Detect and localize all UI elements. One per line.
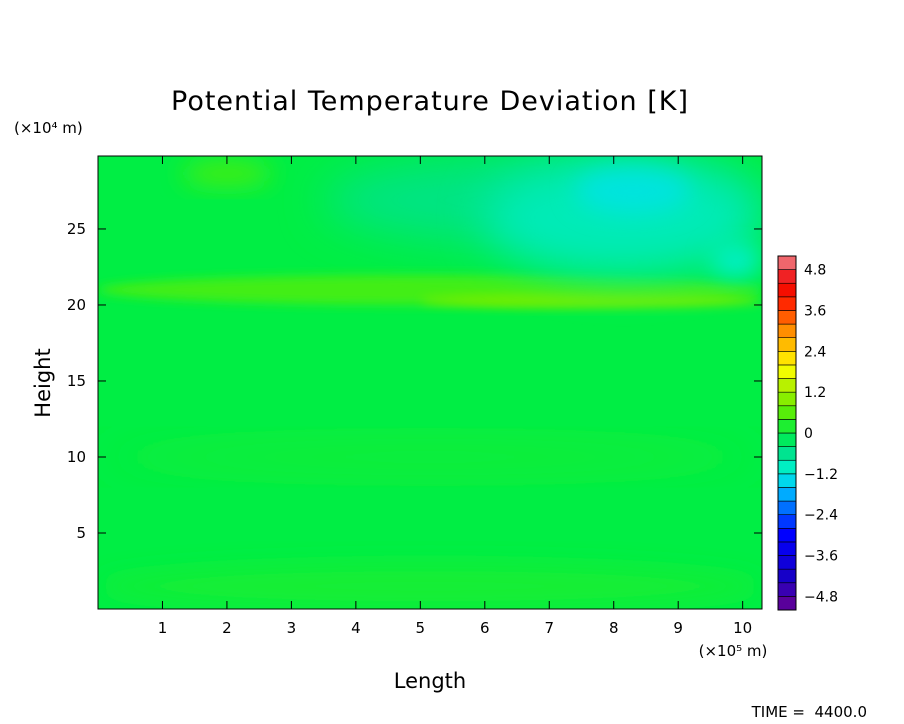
x-tick-label: 9 (673, 619, 683, 637)
y-axis-label: Height (31, 348, 55, 417)
x-tick-label: 1 (158, 619, 168, 637)
colorbar-swatch (777, 555, 797, 570)
colorbar-swatch (777, 323, 797, 338)
colorbar-label: −1.2 (804, 467, 838, 483)
colorbar-swatch (777, 269, 797, 284)
y-tick-label: 15 (67, 372, 86, 390)
heatmap-region (710, 244, 762, 278)
x-unit-label: (×10⁵ m) (699, 642, 768, 660)
colorbar-swatch (777, 378, 797, 393)
heatmap-region (98, 441, 762, 473)
colorbar-swatch (777, 432, 797, 447)
colorbar-label: −2.4 (804, 508, 838, 524)
colorbar-swatch (777, 405, 797, 420)
colorbar-swatch (777, 391, 797, 407)
colorbar-swatch (777, 500, 797, 515)
y-tick-label: 20 (67, 296, 86, 314)
colorbar-swatch (777, 310, 797, 325)
colorbar-label: −4.8 (804, 589, 838, 605)
colorbar-swatch (777, 487, 797, 502)
x-axis: 1 2 3 4 5 6 7 8 9 10 (158, 156, 752, 637)
plot-frame (97, 155, 763, 610)
time-label: TIME = 4400.0 (751, 703, 867, 721)
x-tick-label: 2 (222, 619, 232, 637)
colorbar-swatch (777, 514, 797, 529)
colorbar-swatch (777, 473, 797, 488)
x-tick-label: 4 (351, 619, 361, 637)
heatmap (98, 156, 762, 609)
y-tick-label: 5 (76, 524, 86, 542)
colorbar-label: 1.2 (804, 385, 826, 401)
x-tick-label: 8 (609, 619, 619, 637)
colorbar-label: −3.6 (804, 549, 838, 565)
colorbar-swatch (777, 419, 797, 434)
chart-title: Potential Temperature Deviation [K] (171, 86, 689, 117)
colorbar-swatch (777, 282, 797, 298)
colorbar: 4.8 3.6 2.4 1.2 0 −1.2 −2.4 −3.6 −4.8 (777, 255, 838, 611)
colorbar-label: 2.4 (804, 344, 826, 360)
colorbar-swatch (777, 459, 797, 475)
y-tick-label: 10 (67, 448, 86, 466)
y-tick-label: 25 (67, 220, 86, 238)
heatmap-region (420, 292, 762, 309)
colorbar-frame (777, 255, 797, 611)
x-tick-label: 10 (733, 619, 752, 637)
colorbar-swatch (777, 582, 797, 597)
y-unit-label: (×10⁴ m) (14, 119, 83, 137)
colorbar-swatch (777, 541, 797, 556)
colorbar-swatch (777, 446, 797, 461)
colorbar-swatch (777, 337, 797, 352)
heatmap-region (484, 160, 762, 275)
heatmap-region (575, 168, 692, 214)
y-axis: 5 10 15 20 25 (67, 220, 762, 542)
heatmap-region (181, 160, 273, 187)
x-tick-label: 6 (480, 619, 490, 637)
colorbar-swatch (777, 528, 797, 543)
colorbar-swatch (777, 296, 797, 311)
colorbar-swatch (777, 255, 797, 270)
x-tick-label: 5 (416, 619, 426, 637)
colorbar-swatch (777, 351, 797, 366)
colorbar-label: 3.6 (804, 303, 826, 319)
colorbar-swatch (777, 596, 797, 611)
colorbar-label: 0 (804, 426, 813, 442)
x-axis-label: Length (394, 669, 466, 693)
colorbar-swatch (777, 364, 797, 379)
x-tick-label: 3 (287, 619, 297, 637)
heatmap-region (98, 563, 762, 609)
x-tick-label: 7 (544, 619, 554, 637)
colorbar-label: 4.8 (804, 263, 826, 279)
colorbar-swatch (777, 568, 797, 584)
